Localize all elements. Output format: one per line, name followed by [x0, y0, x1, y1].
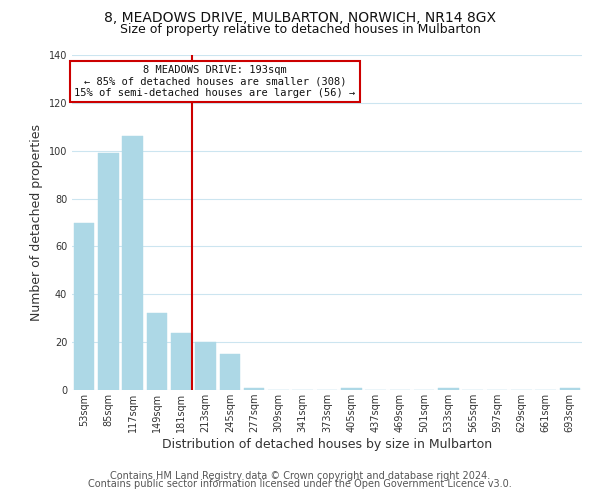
Bar [74, 222, 94, 390]
Bar [98, 153, 119, 390]
Y-axis label: Number of detached properties: Number of detached properties [30, 124, 43, 321]
Bar [341, 388, 362, 390]
Bar [122, 136, 143, 390]
Bar [438, 388, 459, 390]
Text: 8 MEADOWS DRIVE: 193sqm
← 85% of detached houses are smaller (308)
15% of semi-d: 8 MEADOWS DRIVE: 193sqm ← 85% of detache… [74, 65, 355, 98]
Bar [146, 314, 167, 390]
Text: Contains HM Land Registry data © Crown copyright and database right 2024.: Contains HM Land Registry data © Crown c… [110, 471, 490, 481]
X-axis label: Distribution of detached houses by size in Mulbarton: Distribution of detached houses by size … [162, 438, 492, 451]
Bar [560, 388, 580, 390]
Text: Size of property relative to detached houses in Mulbarton: Size of property relative to detached ho… [119, 22, 481, 36]
Text: Contains public sector information licensed under the Open Government Licence v3: Contains public sector information licen… [88, 479, 512, 489]
Bar [195, 342, 216, 390]
Text: 8, MEADOWS DRIVE, MULBARTON, NORWICH, NR14 8GX: 8, MEADOWS DRIVE, MULBARTON, NORWICH, NR… [104, 11, 496, 25]
Bar [171, 332, 191, 390]
Bar [220, 354, 240, 390]
Bar [244, 388, 265, 390]
